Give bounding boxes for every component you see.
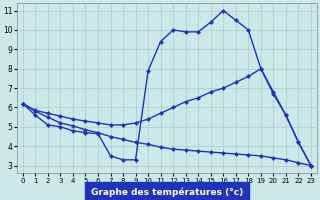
X-axis label: Graphe des températures (°c): Graphe des températures (°c) bbox=[91, 188, 243, 197]
